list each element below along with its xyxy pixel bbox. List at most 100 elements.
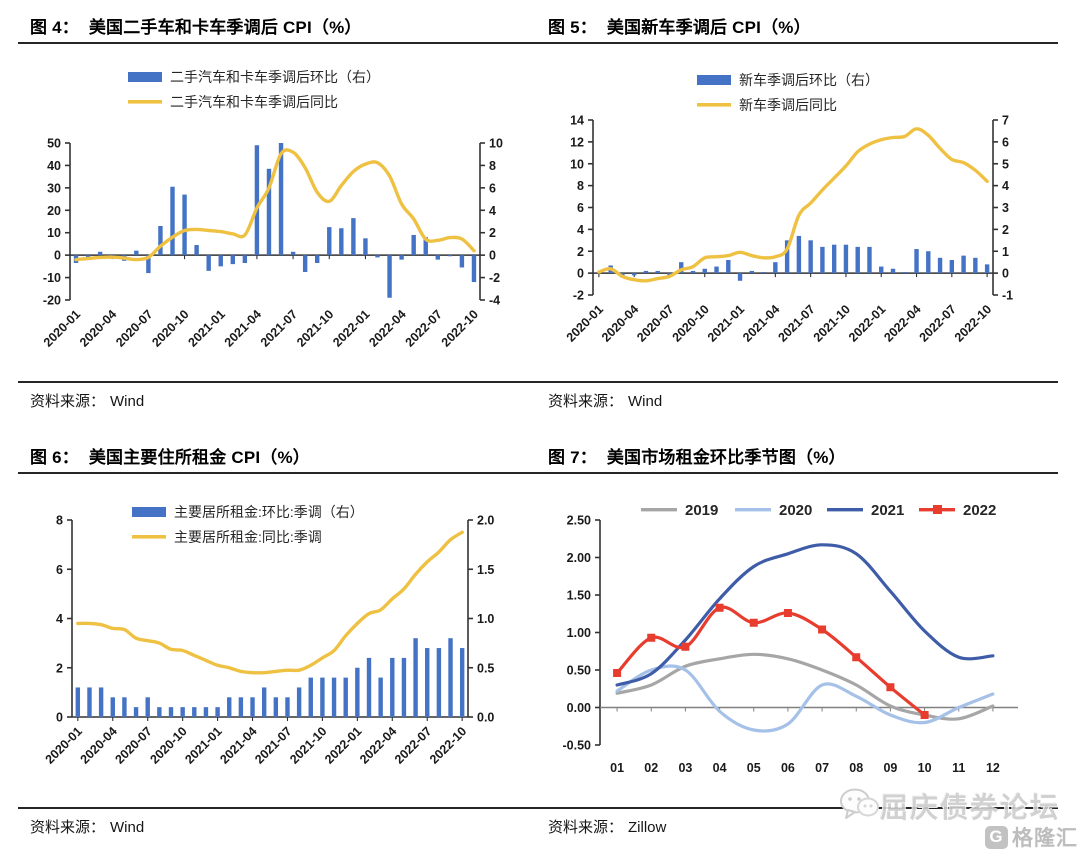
svg-text:二手汽车和卡车季调后环比（右）: 二手汽车和卡车季调后环比（右）	[170, 69, 380, 85]
fig6-rent-cpi-chart: 0 2 4 6 8 0.0 0.5 1.0 1.5 2.0 2020-012020-042020-0…	[43, 504, 495, 767]
svg-text:05: 05	[747, 761, 761, 775]
legend: 新车季调后环比（右） 新车季调后同比	[697, 72, 879, 113]
svg-text:2022-07: 2022-07	[392, 724, 434, 766]
svg-text:0: 0	[1002, 267, 1009, 281]
svg-text:2021-01: 2021-01	[186, 307, 228, 349]
fig4-source: 资料来源： Wind	[30, 390, 144, 411]
svg-text:40: 40	[47, 159, 61, 173]
svg-text:2022-01: 2022-01	[330, 307, 372, 349]
source-name: Wind	[110, 819, 145, 836]
svg-text:2022-10: 2022-10	[427, 724, 469, 766]
title-divider-top	[18, 42, 1058, 44]
svg-text:2019: 2019	[685, 502, 718, 519]
svg-text:2020-07: 2020-07	[113, 307, 155, 349]
yoy-line	[597, 127, 989, 283]
axes: -0.50 0.00 0.50 1.00 1.50 2.00 2.50	[563, 514, 1018, 753]
svg-text:1.00: 1.00	[567, 626, 591, 640]
svg-text:6: 6	[577, 201, 584, 215]
svg-text:2022-10: 2022-10	[439, 307, 481, 349]
svg-text:-10: -10	[43, 271, 61, 285]
source-divider-top	[18, 381, 1058, 383]
svg-text:6: 6	[1002, 135, 1009, 149]
svg-text:12: 12	[570, 135, 584, 149]
year-lines	[613, 543, 995, 733]
svg-text:2022-04: 2022-04	[366, 307, 408, 349]
svg-text:2021-04: 2021-04	[740, 302, 782, 344]
svg-text:1.50: 1.50	[567, 589, 591, 603]
legend: 二手汽车和卡车季调后环比（右） 二手汽车和卡车季调后同比	[128, 69, 380, 110]
svg-text:2020-01: 2020-01	[41, 307, 83, 349]
yoy-line	[74, 148, 476, 262]
fig4-used-cars-chart: -20-1001020304050-4-202468102020-012020-…	[41, 69, 503, 350]
svg-text:2021-07: 2021-07	[258, 307, 300, 349]
source-label: 资料来源：	[30, 820, 106, 836]
svg-text:-20: -20	[43, 294, 61, 308]
svg-text:新车季调后同比: 新车季调后同比	[739, 97, 837, 113]
svg-text:0.5: 0.5	[477, 661, 494, 675]
svg-text:2.0: 2.0	[477, 514, 494, 528]
svg-text:10: 10	[489, 137, 503, 151]
svg-text:2: 2	[577, 245, 584, 259]
svg-text:2.50: 2.50	[567, 514, 591, 528]
source-label: 资料来源：	[548, 820, 624, 836]
svg-text:11: 11	[952, 761, 965, 775]
svg-text:0.50: 0.50	[567, 664, 591, 678]
svg-text:7: 7	[1002, 114, 1009, 128]
svg-text:3: 3	[1002, 201, 1009, 215]
fig7-title: 图 7： 美国市场租金环比季节图（%）	[548, 448, 846, 467]
svg-text:5: 5	[1002, 157, 1009, 171]
x-axis-labels: 2020-012020-042020-072020-102021-012021-…	[43, 717, 469, 767]
svg-text:0: 0	[489, 249, 496, 263]
svg-text:10: 10	[570, 157, 584, 171]
legend: 主要居所租金:环比:季调（右） 主要居所租金:同比:季调	[132, 504, 364, 545]
svg-text:2021-10: 2021-10	[287, 724, 329, 766]
svg-text:2022-07: 2022-07	[917, 302, 959, 344]
svg-text:0.00: 0.00	[567, 701, 591, 715]
forum-watermark-text: 屈庆债券论坛	[880, 792, 1061, 823]
svg-text:10: 10	[918, 761, 932, 775]
svg-text:6: 6	[56, 563, 63, 577]
svg-text:4: 4	[1002, 179, 1009, 193]
source-divider-bottom	[18, 807, 1058, 809]
svg-text:02: 02	[644, 761, 658, 775]
svg-text:2020-01: 2020-01	[564, 302, 606, 344]
svg-text:二手汽车和卡车季调后同比: 二手汽车和卡车季调后同比	[170, 94, 338, 110]
yoy-line	[76, 530, 464, 675]
fig4-title: 图 4： 美国二手车和卡车季调后 CPI（%）	[30, 18, 362, 37]
svg-text:2020-10: 2020-10	[147, 724, 189, 766]
svg-text:03: 03	[678, 761, 692, 775]
x-axis-labels: 2020-012020-042020-072020-102021-012021-…	[564, 273, 994, 345]
gelonghui-logo-text: 格隆汇	[1012, 827, 1078, 850]
svg-text:10: 10	[47, 226, 61, 240]
svg-text:-4: -4	[489, 294, 500, 308]
svg-text:8: 8	[56, 514, 63, 528]
svg-text:04: 04	[713, 761, 727, 775]
svg-text:09: 09	[883, 761, 897, 775]
svg-text:主要居所租金:环比:季调（右）: 主要居所租金:环比:季调（右）	[174, 504, 364, 520]
svg-text:2021-07: 2021-07	[775, 302, 817, 344]
svg-text:4: 4	[577, 223, 584, 237]
svg-text:1: 1	[1002, 245, 1009, 259]
title-divider-bottom	[18, 472, 1058, 474]
svg-text:14: 14	[570, 114, 584, 128]
svg-text:2020-10: 2020-10	[670, 302, 712, 344]
svg-text:2021-10: 2021-10	[294, 307, 336, 349]
svg-text:1.0: 1.0	[477, 612, 494, 626]
svg-text:2021-01: 2021-01	[705, 302, 747, 344]
svg-text:6: 6	[489, 181, 496, 195]
svg-text:-2: -2	[489, 271, 500, 285]
svg-text:2020: 2020	[779, 502, 812, 519]
svg-text:08: 08	[849, 761, 863, 775]
gelonghui-logo: G 格隆汇	[985, 822, 1078, 852]
source-label: 资料来源：	[548, 394, 624, 410]
svg-text:0: 0	[56, 711, 63, 725]
svg-text:2022-04: 2022-04	[881, 302, 923, 344]
svg-text:0.0: 0.0	[477, 711, 494, 725]
svg-text:2022-10: 2022-10	[952, 302, 994, 344]
svg-text:-0.50: -0.50	[563, 739, 592, 753]
source-label: 资料来源：	[30, 394, 106, 410]
svg-text:2020-07: 2020-07	[634, 302, 676, 344]
mom-bars	[596, 235, 990, 281]
svg-text:2022-01: 2022-01	[846, 302, 888, 344]
